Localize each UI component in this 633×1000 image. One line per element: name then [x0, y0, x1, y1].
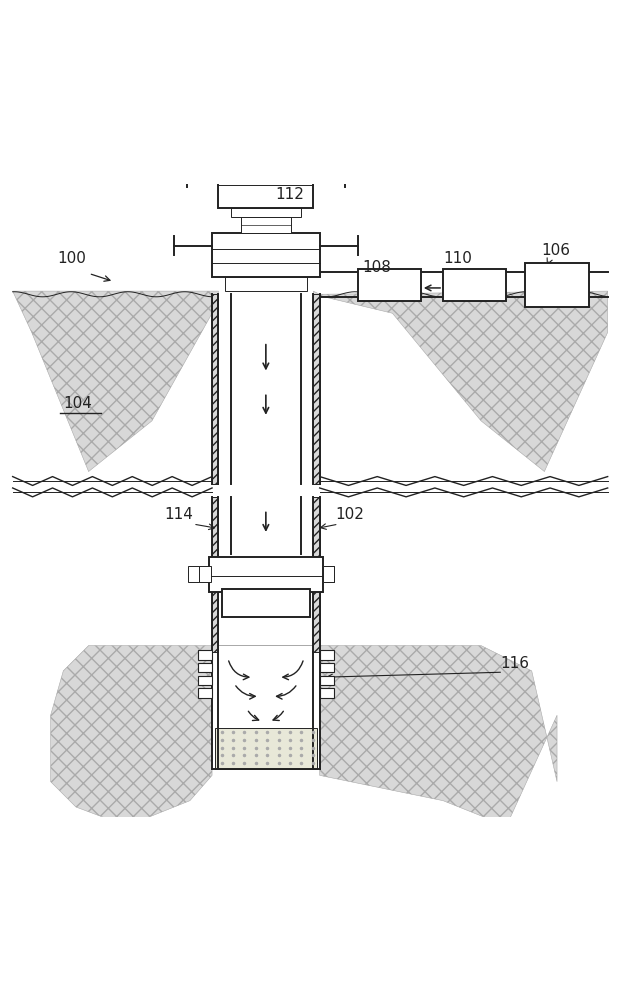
Polygon shape [313, 291, 608, 472]
Bar [218, 166, 313, 208]
Bar [248, 120, 284, 133]
Bar [225, 277, 307, 291]
Bar [241, 217, 291, 233]
Text: 100: 100 [57, 251, 86, 266]
Bar [323, 566, 334, 582]
Bar [198, 676, 212, 685]
Text: 114: 114 [165, 507, 194, 522]
Bar [323, 566, 334, 582]
Bar [222, 589, 310, 617]
Text: 102: 102 [335, 507, 365, 522]
Bar [212, 294, 218, 484]
Bar [198, 663, 212, 672]
Bar [237, 133, 294, 144]
Bar [358, 269, 421, 301]
Bar [198, 650, 212, 660]
Bar [313, 497, 320, 652]
Text: 112: 112 [275, 187, 304, 202]
Polygon shape [13, 291, 218, 472]
Text: 110: 110 [443, 251, 472, 266]
Bar [320, 663, 334, 672]
Bar [215, 728, 316, 769]
Bar [320, 676, 334, 685]
Bar [443, 269, 506, 301]
Bar [313, 294, 320, 484]
Bar [320, 688, 334, 698]
Bar [198, 688, 212, 698]
Bar [209, 557, 323, 592]
Bar [212, 233, 320, 277]
Bar [525, 263, 589, 307]
Bar [188, 566, 199, 582]
Polygon shape [51, 646, 557, 826]
Text: 116: 116 [500, 656, 529, 671]
Text: 104: 104 [63, 396, 92, 411]
Bar [199, 566, 211, 582]
Bar [212, 497, 218, 652]
Text: 108: 108 [363, 260, 392, 275]
Text: 106: 106 [541, 243, 570, 258]
Bar [320, 650, 334, 660]
Bar [231, 208, 301, 217]
